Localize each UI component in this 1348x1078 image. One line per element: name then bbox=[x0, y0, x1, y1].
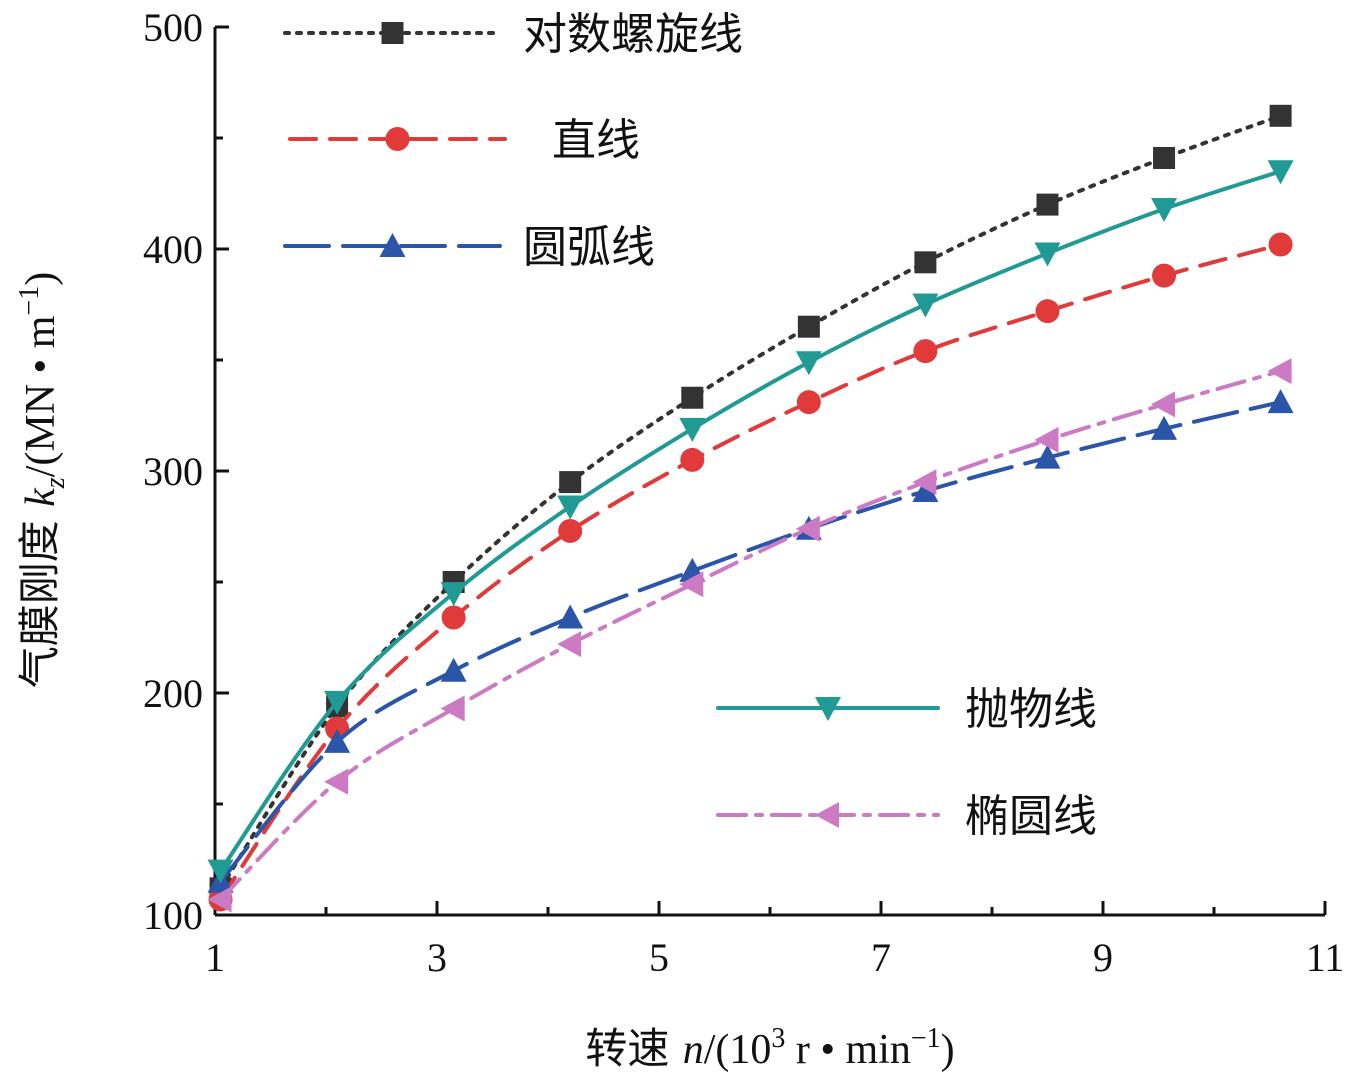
data-point bbox=[912, 469, 937, 496]
axis-title-part: ) bbox=[18, 272, 64, 286]
data-point bbox=[1151, 391, 1176, 418]
axes: 100 200 300 400 500 1 3 5 7 9 11 bbox=[143, 5, 1344, 980]
data-point bbox=[680, 447, 705, 472]
data-point bbox=[441, 605, 466, 630]
y-tick-label: 400 bbox=[143, 227, 203, 272]
data-point bbox=[1034, 426, 1059, 453]
series-line bbox=[218, 369, 1283, 902]
legend-marker bbox=[381, 22, 404, 44]
axis-title-part: k bbox=[18, 487, 64, 507]
data-point bbox=[913, 339, 938, 364]
legend-item: 抛物线 bbox=[716, 684, 1097, 735]
data-point bbox=[797, 315, 820, 338]
data-point bbox=[557, 631, 582, 658]
axis-title-part: 转速 bbox=[585, 1024, 682, 1073]
data-point bbox=[796, 390, 821, 415]
x-axis-title: 转速 n/(103 r • min−1) bbox=[585, 1023, 954, 1073]
series-triangle-down bbox=[207, 160, 1294, 884]
axis-title-part: 气膜刚度 bbox=[15, 507, 64, 688]
x-tick-label: 1 bbox=[205, 935, 225, 980]
data-point bbox=[1267, 160, 1294, 185]
axis-title-part: /(10 bbox=[704, 1027, 772, 1073]
data-point bbox=[1267, 358, 1292, 385]
data-point bbox=[795, 351, 822, 376]
data-point bbox=[1035, 299, 1060, 324]
series-triangle-up bbox=[207, 389, 1294, 893]
legend-item: 对数螺旋线 bbox=[283, 9, 743, 60]
axis-title-part: −1 bbox=[14, 286, 45, 316]
series-triangle-left bbox=[207, 358, 1292, 913]
y-tick-label: 200 bbox=[143, 671, 203, 716]
data-point bbox=[795, 515, 820, 542]
y-tick-label: 500 bbox=[143, 5, 203, 50]
axis-title-part: n bbox=[683, 1027, 704, 1073]
data-point bbox=[1034, 242, 1061, 267]
x-tick-label: 9 bbox=[1093, 935, 1113, 980]
x-tick-label: 3 bbox=[427, 935, 447, 980]
y-tick-label: 300 bbox=[143, 449, 203, 494]
data-point bbox=[679, 417, 706, 442]
data-point bbox=[440, 695, 465, 722]
data-point bbox=[207, 859, 234, 884]
axis-title-part: r • min bbox=[785, 1027, 911, 1073]
data-point bbox=[912, 293, 939, 318]
data-point bbox=[557, 495, 584, 520]
x-tick-label: 5 bbox=[649, 935, 669, 980]
y-axis-title: 气膜刚度 kz/(MN • m−1) bbox=[14, 272, 71, 688]
data-point bbox=[1152, 263, 1177, 288]
axis-title-part: /(MN • m bbox=[18, 315, 64, 477]
data-point bbox=[324, 690, 351, 715]
data-point bbox=[1151, 198, 1178, 223]
data-point bbox=[324, 728, 351, 753]
data-point bbox=[207, 886, 232, 913]
data-point bbox=[440, 582, 467, 607]
data-point bbox=[681, 386, 704, 409]
legend-item: 圆弧线 bbox=[283, 222, 655, 273]
data-point bbox=[559, 471, 582, 494]
data-point bbox=[324, 768, 349, 795]
y-tick-label: 100 bbox=[143, 893, 203, 938]
x-tick-label: 11 bbox=[1306, 935, 1345, 980]
series-line bbox=[218, 242, 1283, 902]
legend-item: 椭圆线 bbox=[716, 791, 1097, 842]
data-point bbox=[912, 477, 939, 502]
data-point bbox=[914, 251, 937, 274]
data-point bbox=[679, 571, 704, 598]
series-line bbox=[218, 169, 1283, 873]
data-point bbox=[1267, 389, 1294, 414]
legend-label: 直线 bbox=[552, 115, 640, 166]
legend-label: 圆弧线 bbox=[523, 222, 655, 273]
data-point bbox=[1153, 146, 1176, 169]
series-layer bbox=[207, 104, 1294, 913]
legend-item: 直线 bbox=[288, 115, 640, 166]
series-square bbox=[209, 104, 1292, 900]
x-tick-label: 7 bbox=[871, 935, 891, 980]
data-point bbox=[1268, 232, 1293, 257]
legend-label: 抛物线 bbox=[965, 684, 1097, 735]
data-point bbox=[440, 657, 467, 682]
axis-title-part: z bbox=[40, 477, 71, 489]
data-point bbox=[1036, 193, 1059, 216]
data-point bbox=[1151, 415, 1178, 440]
data-point bbox=[1269, 104, 1292, 127]
axis-title-part: −1 bbox=[911, 1023, 941, 1054]
legend-marker bbox=[815, 697, 841, 721]
series-line bbox=[218, 113, 1283, 891]
data-point bbox=[557, 604, 584, 629]
legend-marker bbox=[815, 802, 839, 828]
data-point bbox=[1034, 444, 1061, 469]
series-circle bbox=[208, 232, 1293, 912]
legend-marker bbox=[379, 233, 406, 257]
legend-label: 对数螺旋线 bbox=[523, 9, 743, 60]
series-line bbox=[218, 400, 1283, 884]
axis-title-part: ) bbox=[941, 1027, 955, 1073]
legend-marker bbox=[385, 127, 410, 151]
data-point bbox=[558, 518, 583, 543]
axis-title-part: 3 bbox=[771, 1023, 785, 1054]
legend-label: 椭圆线 bbox=[965, 791, 1097, 842]
